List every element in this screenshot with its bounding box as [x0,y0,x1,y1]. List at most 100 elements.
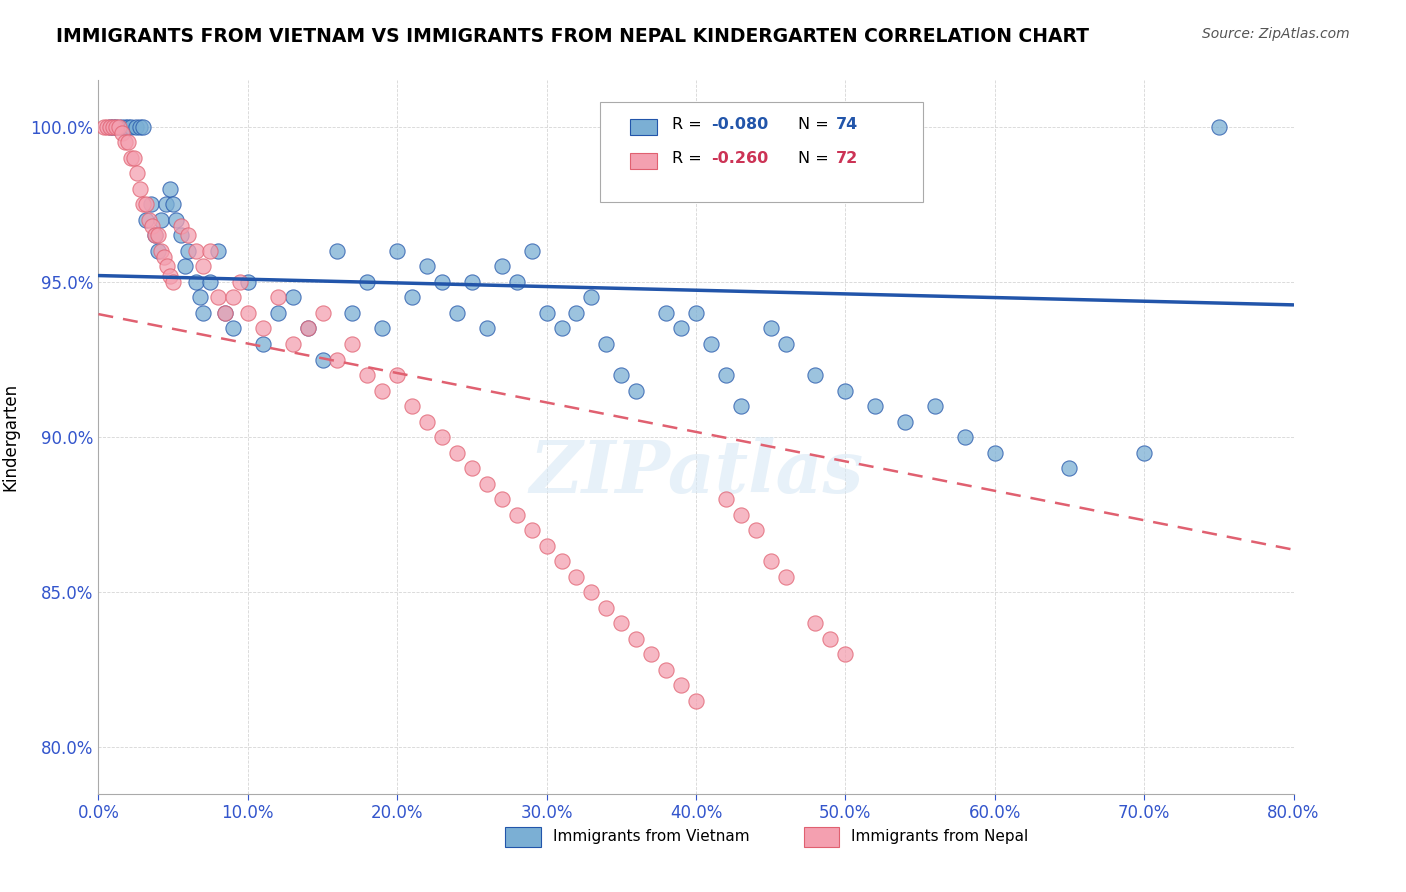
Point [267,306,290,320]
Text: -0.260: -0.260 [711,152,769,166]
Point [98,120,122,134]
Point [124,151,146,165]
Point [252,337,274,351]
Point [685,694,707,708]
Point [114,120,136,134]
Point [184,244,207,258]
Point [536,306,558,320]
Text: 72: 72 [835,152,858,166]
Point [125,120,148,134]
Point [984,445,1007,459]
Point [536,539,558,553]
Point [117,120,139,134]
Point [595,337,617,351]
Point [430,430,453,444]
Point [141,219,163,233]
Point [153,250,176,264]
FancyBboxPatch shape [804,828,839,847]
Point [401,290,423,304]
Point [236,275,259,289]
Point [135,197,157,211]
Text: N =: N = [797,152,834,166]
Point [191,306,214,320]
Point [162,197,184,211]
Point [924,399,946,413]
Point [135,213,157,227]
Point [169,219,191,233]
Point [148,228,170,243]
Point [96,120,118,134]
Point [506,508,529,522]
Point [159,268,181,283]
Text: Immigrants from Nepal: Immigrants from Nepal [852,830,1029,844]
Point [730,508,752,522]
Point [491,260,513,274]
Point [191,260,214,274]
Point [281,290,304,304]
Point [311,352,333,367]
Point [229,275,252,289]
Point [105,120,128,134]
Point [356,275,378,289]
Point [165,213,187,227]
FancyBboxPatch shape [630,153,657,169]
Point [103,120,125,134]
Point [222,321,245,335]
Point [139,197,162,211]
Point [685,306,707,320]
Point [759,554,782,568]
Point [520,523,543,537]
Point [430,275,453,289]
Point [93,120,115,134]
Point [117,136,139,150]
Point [252,321,274,335]
Point [669,321,692,335]
Point [326,352,349,367]
Point [550,554,572,568]
Point [385,244,409,258]
Point [446,306,468,320]
Point [626,632,648,646]
Point [446,445,468,459]
Point [655,663,678,677]
Point [401,399,423,413]
Point [114,136,136,150]
Point [371,384,394,398]
Text: Immigrants from Vietnam: Immigrants from Vietnam [553,830,749,844]
Point [1059,461,1081,475]
Point [416,260,439,274]
Point [156,260,179,274]
Point [461,275,484,289]
Point [342,306,364,320]
Point [714,368,737,382]
Point [356,368,378,382]
Point [132,197,155,211]
Point [105,120,128,134]
Point [804,368,827,382]
Point [311,306,333,320]
Point [865,399,887,413]
Point [326,244,349,258]
Text: IMMIGRANTS FROM VIETNAM VS IMMIGRANTS FROM NEPAL KINDERGARTEN CORRELATION CHART: IMMIGRANTS FROM VIETNAM VS IMMIGRANTS FR… [56,27,1090,45]
Point [297,321,319,335]
Point [169,228,191,243]
Point [610,616,633,631]
Point [894,415,917,429]
Point [132,120,155,134]
Point [200,275,222,289]
Point [820,632,842,646]
Point [138,213,160,227]
Point [120,151,142,165]
Point [475,321,498,335]
Point [416,415,439,429]
Point [162,275,184,289]
Point [520,244,543,258]
Point [506,275,529,289]
Point [669,678,692,692]
Point [214,306,236,320]
Point [174,260,197,274]
Text: R =: R = [672,117,707,132]
Text: Source: ZipAtlas.com: Source: ZipAtlas.com [1202,27,1350,41]
Point [129,182,152,196]
Point [155,197,177,211]
